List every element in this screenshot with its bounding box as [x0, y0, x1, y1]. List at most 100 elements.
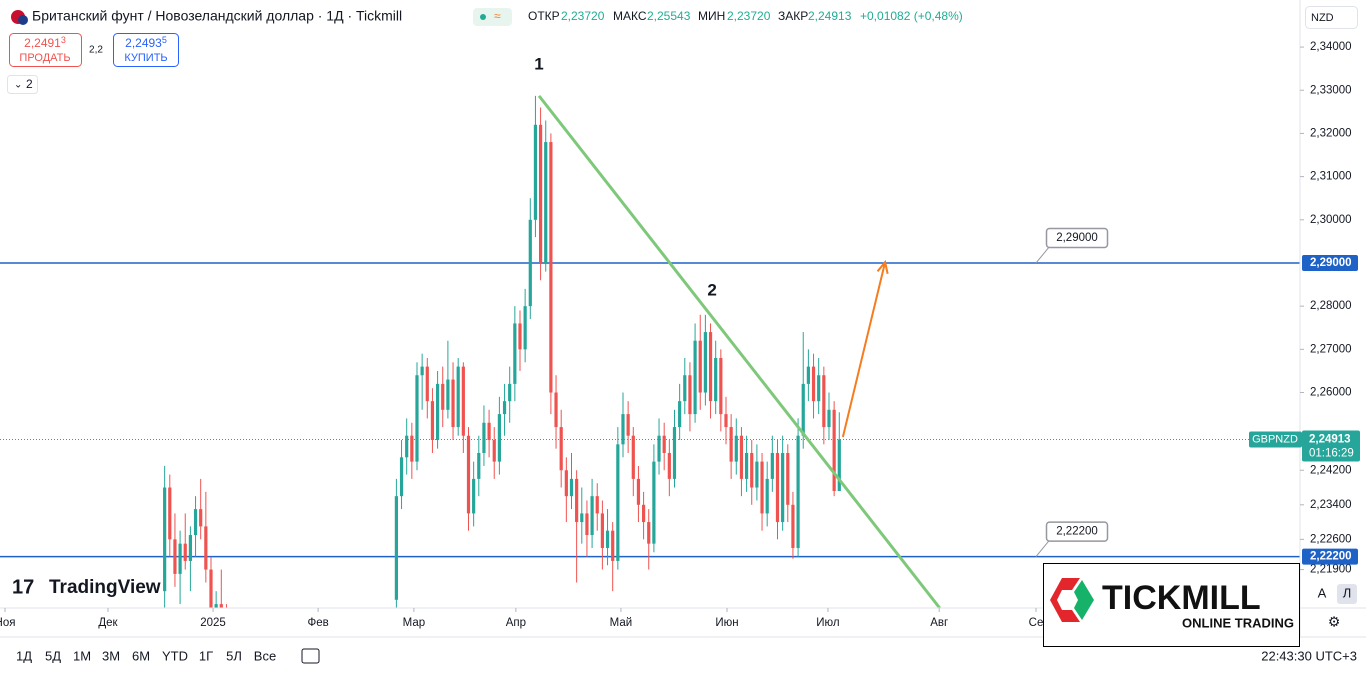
status-icon: ≈ — [494, 9, 501, 23]
candle-body — [482, 422, 486, 453]
candle-body — [811, 366, 816, 402]
candle-body — [585, 513, 589, 536]
scale-button[interactable]: Л — [1343, 585, 1352, 600]
callout-stem — [1035, 539, 1051, 557]
candle-body — [544, 142, 548, 263]
y-tick-label: 2,21900 — [1310, 564, 1352, 576]
level-axis-label: 2,29000 — [1310, 257, 1352, 269]
symbol-title[interactable]: Британский фунт / Новозеландский доллар … — [32, 8, 402, 24]
scale-button[interactable]: A — [1318, 585, 1327, 600]
range-button[interactable]: 1Г — [199, 648, 213, 663]
range-button[interactable]: 1М — [73, 648, 91, 663]
countdown: 01:16:29 — [1309, 447, 1354, 459]
x-tick-label: Апр — [506, 617, 526, 629]
broker-icon — [1074, 580, 1094, 620]
range-button[interactable]: 6М — [132, 648, 150, 663]
y-tick-label: 2,23400 — [1310, 499, 1352, 511]
candle-body — [590, 496, 594, 536]
candle-body — [456, 366, 460, 428]
candle-body — [755, 461, 759, 488]
y-tick-label: 2,27000 — [1310, 343, 1352, 355]
range-button[interactable]: Все — [254, 648, 276, 663]
ohlc-label: МАКС — [613, 9, 647, 23]
candle-body — [750, 452, 754, 488]
candle-body — [518, 323, 522, 350]
candle-body — [703, 332, 707, 393]
candle-body — [641, 504, 646, 523]
y-tick-label: 2,32000 — [1310, 127, 1352, 139]
candle-body — [724, 414, 728, 428]
candle-body — [441, 383, 445, 410]
candle-body — [672, 427, 677, 479]
y-tick-label: 2,34000 — [1310, 41, 1352, 53]
candle-body — [508, 383, 512, 402]
candle-body — [775, 452, 780, 523]
candle-body — [513, 323, 517, 384]
callout-label: 2,29000 — [1056, 232, 1098, 244]
indicators-toggle[interactable] — [7, 75, 38, 94]
candle-body — [193, 509, 198, 536]
x-tick-label: Мар — [403, 617, 426, 629]
range-button[interactable]: 3М — [102, 648, 120, 663]
sell-button[interactable] — [9, 33, 82, 67]
candle-body — [492, 440, 496, 462]
range-button[interactable]: 5Л — [226, 648, 242, 663]
candle-body — [636, 478, 641, 505]
candle-body — [688, 375, 692, 415]
candle-body — [487, 422, 491, 441]
range-button[interactable]: 5Д — [45, 648, 61, 663]
candle-body — [806, 366, 810, 384]
tradingview-logo: TradingView — [49, 577, 161, 598]
candle-body — [678, 401, 682, 428]
candle-body — [472, 478, 476, 514]
broker-tagline: ONLINE TRADING — [1182, 615, 1294, 630]
candle-body — [497, 414, 501, 462]
candle-body — [163, 487, 167, 592]
settings-icon[interactable]: ⚙ — [1328, 614, 1341, 630]
candle-body — [451, 379, 455, 428]
candle-body — [420, 366, 424, 376]
callout-stem — [1035, 245, 1051, 264]
candle-body — [729, 427, 733, 462]
candle-body — [199, 509, 203, 527]
y-tick-label: 2,24200 — [1310, 464, 1352, 476]
candle-body — [430, 401, 435, 441]
buy-label: КУПИТЬ — [124, 52, 167, 64]
candle-body — [739, 435, 744, 479]
candle-body — [405, 435, 409, 458]
range-button[interactable]: 1Д — [16, 648, 32, 663]
range-button[interactable]: YTD — [162, 648, 188, 663]
buy-price: 2,24935 — [125, 35, 167, 50]
broker-name: TICKMILL — [1102, 579, 1261, 617]
candle-body — [683, 375, 687, 402]
date-picker[interactable] — [301, 648, 320, 664]
x-tick-label: Ноя — [0, 617, 15, 629]
y-tick-label: 2,33000 — [1310, 84, 1352, 96]
candle-body — [188, 535, 192, 561]
candle-body — [178, 543, 182, 574]
candle-body — [822, 375, 826, 428]
candle-body — [466, 435, 471, 514]
market-status[interactable] — [473, 8, 512, 26]
buy-button[interactable] — [113, 33, 179, 67]
candle-body — [631, 435, 635, 479]
buy-price-main: 2,2493 — [125, 36, 162, 50]
candle-body — [621, 414, 625, 445]
x-tick-label: Дек — [98, 617, 118, 629]
candle-body — [209, 569, 213, 608]
y-tick-label: 2,26000 — [1310, 387, 1352, 399]
arrow-head — [876, 259, 889, 275]
candle-body — [580, 513, 584, 523]
symbol-tag — [1249, 431, 1302, 448]
candle-body — [626, 414, 630, 436]
candle-body — [760, 461, 764, 514]
candle-body — [425, 366, 429, 402]
candle-body — [173, 539, 177, 574]
level-axis-tag — [1302, 254, 1358, 271]
currency-selector[interactable] — [1305, 6, 1358, 29]
currency: NZD — [1311, 12, 1334, 24]
change: +0,01082 (+0,48%) — [860, 9, 963, 23]
y-tick-label: 2,22600 — [1310, 533, 1352, 545]
candle-body — [569, 478, 574, 497]
candle-body — [461, 366, 465, 436]
